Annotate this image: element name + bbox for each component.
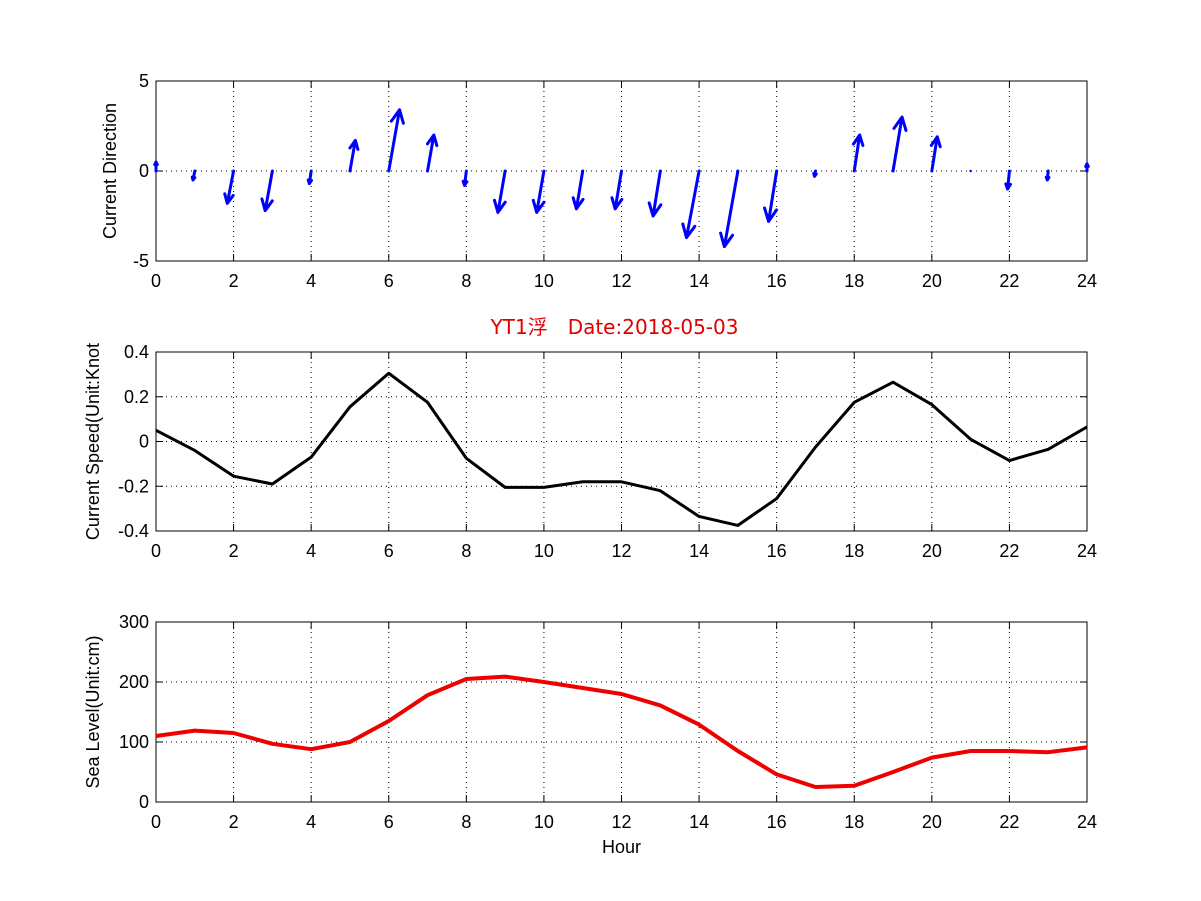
x-tick-label: 10 <box>534 271 554 291</box>
x-tick-label: 20 <box>922 541 942 561</box>
x-tick-label: 18 <box>844 812 864 832</box>
y-tick-label: 200 <box>119 672 149 692</box>
x-tick-label: 0 <box>151 271 161 291</box>
x-tick-label: 6 <box>384 271 394 291</box>
x-tick-label: 14 <box>689 271 709 291</box>
current-vector <box>1084 162 1090 173</box>
y-tick-label: 0 <box>139 161 149 181</box>
chart-title: YT1浮 Date:2018-05-03 <box>490 315 739 339</box>
x-tick-label: 14 <box>689 541 709 561</box>
x-tick-label: 4 <box>306 271 316 291</box>
current-vector <box>891 115 908 173</box>
x-tick-label: 10 <box>534 812 554 832</box>
x-tick-label: 22 <box>999 541 1019 561</box>
x-tick-label: 20 <box>922 271 942 291</box>
current-vector <box>812 169 818 178</box>
current-vector <box>306 169 313 186</box>
x-tick-label: 12 <box>611 271 631 291</box>
current-vector <box>610 169 624 211</box>
x-tick-label: 8 <box>461 812 471 832</box>
x-tick-label: 16 <box>767 812 787 832</box>
x-tick-label: 4 <box>306 541 316 561</box>
x-tick-label: 8 <box>461 541 471 561</box>
x-tick-label: 12 <box>611 812 631 832</box>
x-tick-label: 2 <box>229 812 239 832</box>
x-tick-label: 2 <box>229 541 239 561</box>
x-tick-label: 0 <box>151 541 161 561</box>
current-vector <box>461 169 469 187</box>
current-vector <box>763 169 779 223</box>
x-tick-label: 20 <box>922 812 942 832</box>
current-vector <box>425 133 439 173</box>
x-axis-label: Hour <box>602 837 641 857</box>
current-vector <box>492 169 507 214</box>
sea-level-line <box>155 674 1088 789</box>
current-vector <box>681 169 701 240</box>
x-tick-label: 10 <box>534 541 554 561</box>
current-vector <box>929 135 942 173</box>
y-axis-label: Current Direction <box>100 103 120 239</box>
y-tick-label: 0.4 <box>124 342 149 362</box>
y-tick-label: 5 <box>139 71 149 91</box>
current-vector <box>190 169 197 182</box>
x-tick-label: 6 <box>384 812 394 832</box>
x-tick-label: 8 <box>461 271 471 291</box>
y-tick-label: 300 <box>119 612 149 632</box>
current-vector <box>1004 169 1012 191</box>
y-tick-label: 0 <box>139 432 149 452</box>
current-vector <box>969 169 972 173</box>
current-vector <box>719 169 740 249</box>
current-vector <box>260 169 274 213</box>
current-vector <box>647 169 663 218</box>
y-tick-label: -5 <box>133 251 149 271</box>
current-vector <box>531 169 546 214</box>
x-tick-label: 22 <box>999 812 1019 832</box>
x-tick-label: 18 <box>844 541 864 561</box>
y-tick-label: -0.4 <box>118 521 149 541</box>
y-tick-label: 0.2 <box>124 387 149 407</box>
current-vector <box>387 108 405 173</box>
current-speed-panel: 0 2 4 6 8 10 12 14 16 18 20 22 24-0.4-0.200.20.4Curr… <box>83 315 1097 561</box>
x-tick-label: 16 <box>767 541 787 561</box>
x-tick-label: 22 <box>999 271 1019 291</box>
x-tick-label: 6 <box>384 541 394 561</box>
y-axis-label: Sea Level(Unit:cm) <box>83 635 103 788</box>
y-tick-label: 0 <box>139 792 149 812</box>
current-vector <box>348 138 360 173</box>
x-tick-label: 12 <box>611 541 631 561</box>
x-tick-label: 24 <box>1077 271 1097 291</box>
current-vector <box>571 169 585 211</box>
y-axis-label: Current Speed(Unit:Knot <box>83 343 103 540</box>
current-vector <box>851 133 865 173</box>
x-tick-label: 24 <box>1077 812 1097 832</box>
x-tick-label: 4 <box>306 812 316 832</box>
y-tick-label: 100 <box>119 732 149 752</box>
x-tick-label: 18 <box>844 271 864 291</box>
current-speed-line <box>155 371 1088 527</box>
x-tick-label: 0 <box>151 812 161 832</box>
x-tick-label: 24 <box>1077 541 1097 561</box>
y-tick-label: -0.2 <box>118 476 149 496</box>
current-vector <box>223 169 236 205</box>
current-vector <box>153 160 159 173</box>
x-tick-label: 2 <box>229 271 239 291</box>
x-tick-label: 14 <box>689 812 709 832</box>
current-vector <box>1044 169 1051 182</box>
x-tick-label: 16 <box>767 271 787 291</box>
